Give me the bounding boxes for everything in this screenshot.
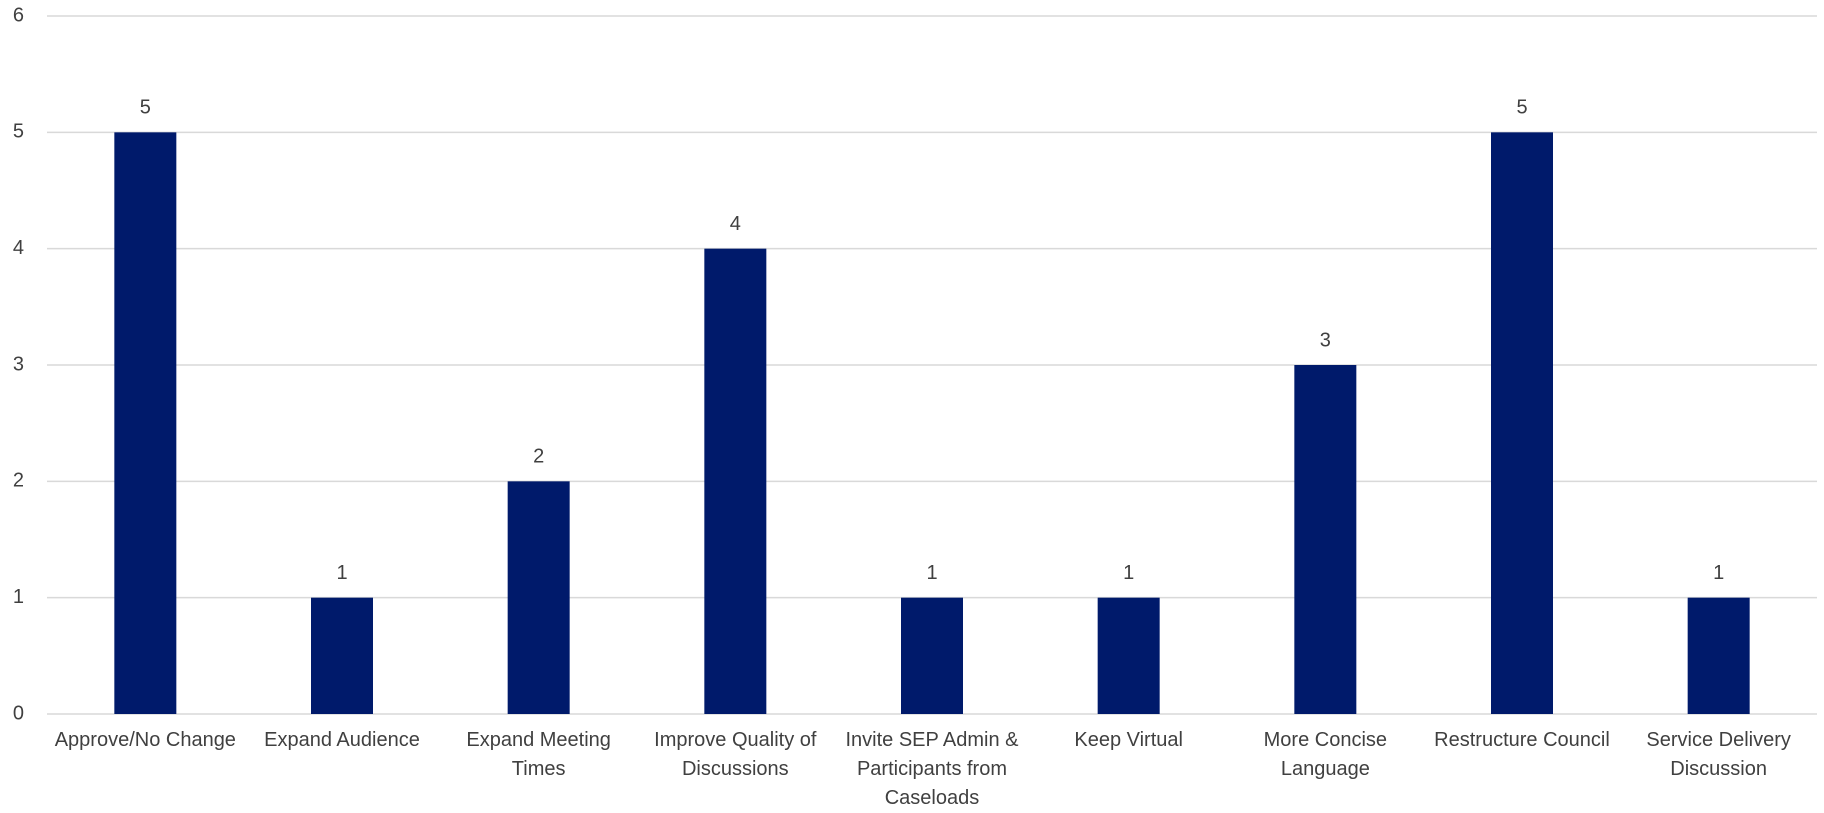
x-tick-label: Expand Audience [264,729,420,751]
x-tick-label: More Concise Language [1263,729,1388,780]
x-tick-label: Keep Virtual [1074,729,1183,751]
bar [901,597,963,714]
bar [1294,365,1357,714]
data-label: 1 [336,562,347,584]
data-label: 4 [730,213,741,235]
data-label: 5 [140,97,151,119]
bar [1491,132,1553,715]
data-label: 2 [533,446,544,468]
data-label: 1 [1713,562,1724,584]
x-tick-label: Restructure Council [1434,729,1610,751]
data-label: 1 [926,562,937,584]
bar [1687,597,1750,714]
data-label: 1 [1123,562,1134,584]
y-tick-label: 6 [13,4,24,26]
y-tick-label: 2 [13,470,24,492]
data-label: 3 [1320,329,1331,351]
x-tick-label: Expand Meeting Times [466,729,611,780]
bar [1097,597,1160,714]
x-tick-label: Invite SEP Admin & Participants from Cas… [845,729,1019,809]
y-tick-label: 5 [13,121,24,143]
data-label: 5 [1516,97,1527,119]
bar [114,132,177,715]
y-tick-label: 4 [13,237,24,259]
bar [507,481,570,714]
y-tick-label: 3 [13,353,24,375]
x-tick-label: Improve Quality of Discussions [654,729,817,780]
x-tick-label: Service Delivery Discussion [1646,729,1791,780]
x-tick-label: Approve/No Change [54,729,236,751]
bar [311,597,373,714]
y-tick-label: 1 [13,586,24,608]
bar [704,248,767,714]
y-tick-label: 0 [13,702,24,724]
